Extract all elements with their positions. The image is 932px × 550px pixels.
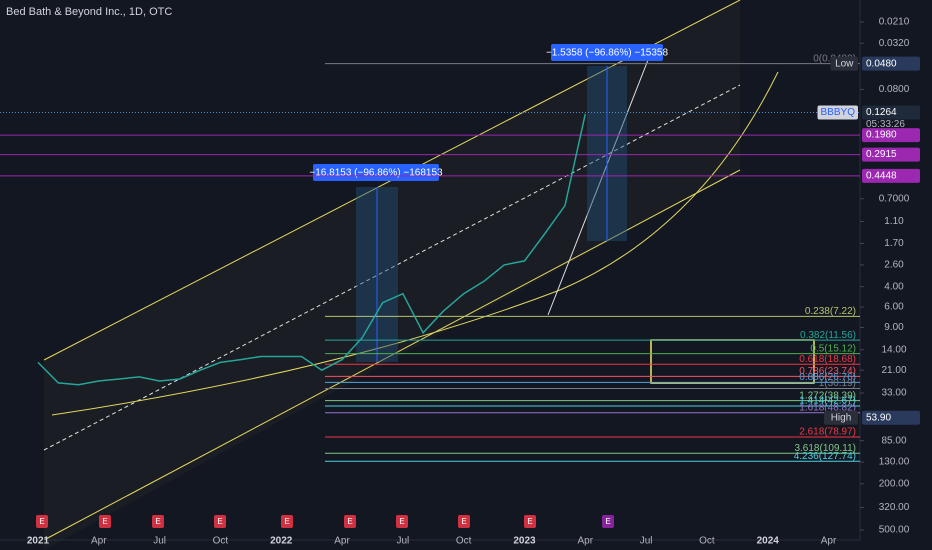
x-tick-label: Oct — [456, 536, 472, 547]
y-tick-label: 21.00 — [881, 365, 906, 376]
price-tag: 0.1264 — [866, 107, 897, 118]
event-marker-bg — [458, 515, 470, 528]
y-tick-label: 1.70 — [884, 238, 904, 249]
x-tick-label: Jul — [640, 536, 653, 547]
fib-label: 0.238(7.22) — [805, 306, 856, 317]
y-tick-label: 6.00 — [884, 302, 904, 313]
price-tag-name-bg — [817, 105, 858, 120]
x-tick-label: Apr — [91, 536, 107, 547]
event-marker: E — [527, 517, 532, 526]
x-tick-label: 2022 — [270, 536, 293, 547]
y-tick-label: 500.00 — [879, 525, 910, 536]
x-tick-label: 2021 — [27, 536, 50, 547]
y-tick-label: 200.00 — [879, 478, 910, 489]
x-tick-label: Apr — [821, 536, 837, 547]
price-tag: 0.4448 — [866, 171, 897, 182]
event-marker: E — [102, 517, 107, 526]
price-tag-name-bg — [830, 56, 858, 71]
y-tick-label: 320.00 — [879, 502, 910, 513]
fib-label: 0.886(26.76) — [799, 372, 856, 383]
event-marker: E — [155, 517, 160, 526]
price-tag: 0.1980 — [866, 130, 897, 141]
y-tick-label: 0.0210 — [879, 17, 910, 28]
x-tick-label: Jul — [396, 536, 409, 547]
event-marker: E — [217, 517, 222, 526]
x-tick-label: Oct — [213, 536, 229, 547]
price-tag-time: 05:33:26 — [866, 119, 905, 130]
fib-label: 1.618(48.82) — [799, 402, 856, 413]
fib-label: 0.5(15.12) — [810, 343, 856, 354]
y-tick-label: 130.00 — [879, 457, 910, 468]
event-marker-bg — [602, 515, 614, 528]
event-marker-bg — [524, 515, 536, 528]
event-marker-bg — [152, 515, 164, 528]
measure-label: −1.5358 (−96.86%) −15358 — [546, 48, 668, 59]
x-tick-label: 2023 — [513, 536, 536, 547]
event-marker: E — [399, 517, 404, 526]
y-tick-label: 2.60 — [884, 260, 904, 271]
event-marker: E — [284, 517, 289, 526]
price-tag-name-bg — [824, 410, 858, 425]
trend-line — [547, 59, 649, 316]
y-tick-label: 33.00 — [881, 388, 906, 399]
price-tag: 53.90 — [866, 412, 891, 423]
fib-label: 0.382(11.56) — [800, 330, 856, 341]
measure-label-bg — [551, 44, 663, 61]
event-marker: E — [461, 517, 466, 526]
event-marker-bg — [281, 515, 293, 528]
y-tick-label: 9.00 — [884, 322, 904, 333]
price-tag-bg — [862, 147, 920, 162]
x-tick-label: Apr — [578, 536, 594, 547]
price-tag-bg — [862, 410, 920, 425]
price-tag-name: High — [831, 412, 852, 423]
curve — [51, 71, 779, 416]
y-tick-label: 0.7000 — [879, 193, 910, 204]
fib-label: 1.272(38.39) — [799, 390, 856, 401]
event-marker-bg — [396, 515, 408, 528]
price-tag-bg — [862, 128, 920, 143]
fib-label: 4.236(127.74) — [794, 451, 856, 462]
price-tag-bg — [862, 56, 920, 71]
measure-label: −16.8153 (−96.86%) −168153 — [309, 168, 443, 179]
event-marker: E — [39, 517, 44, 526]
fib-label: 0.618(18.68) — [799, 354, 856, 365]
event-marker-bg — [344, 515, 356, 528]
fib-label: 1(30.19) — [819, 378, 856, 389]
event-marker: E — [605, 517, 610, 526]
channel-mid — [43, 84, 741, 451]
channel-bottom — [43, 169, 741, 541]
event-marker: E — [347, 517, 352, 526]
price-tag-bg — [862, 105, 920, 120]
y-tick-label: 1.10 — [884, 216, 904, 227]
price-tag: 0.2915 — [866, 149, 897, 160]
y-tick-label: 14.00 — [881, 344, 906, 355]
y-tick-label: 85.00 — [881, 435, 906, 446]
y-tick-label: 4.00 — [884, 281, 904, 292]
fib-label: 1.414(42.67) — [799, 396, 856, 407]
channel-fill — [44, 0, 740, 550]
measure-label-bg — [313, 164, 439, 181]
x-tick-label: Jul — [153, 536, 166, 547]
chart-title: Bed Bath & Beyond Inc., 1D, OTC — [6, 6, 172, 18]
y-tick-label: 0.0800 — [879, 84, 910, 95]
price-tag-name: BBBYQ — [821, 107, 856, 118]
fib-label: 0.786(23.74) — [799, 366, 856, 377]
x-tick-label: Oct — [699, 536, 715, 547]
fib-label: 2.618(78.97) — [799, 427, 856, 438]
price-tag-bg — [862, 168, 920, 183]
y-tick-label: 0.0320 — [879, 38, 910, 49]
price-tag: 0.0480 — [866, 58, 897, 69]
price-line — [37, 113, 587, 386]
fib-label: 3.618(109.11) — [794, 443, 856, 454]
event-marker-bg — [99, 515, 111, 528]
event-marker-bg — [36, 515, 48, 528]
event-marker-bg — [214, 515, 226, 528]
price-tag-name: Low — [835, 58, 854, 69]
x-tick-label: 2024 — [757, 536, 780, 547]
x-tick-label: Apr — [334, 536, 350, 547]
